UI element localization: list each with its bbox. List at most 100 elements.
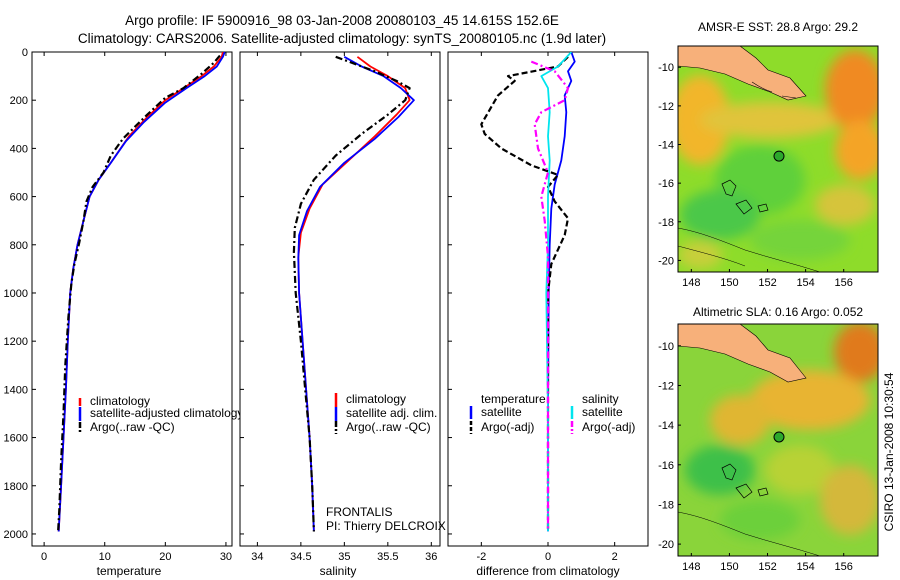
coast-reef: [678, 511, 821, 556]
x-tick-label: 0: [41, 551, 47, 563]
lon-tick-label: 148: [682, 561, 700, 573]
y-tick-label: 0: [22, 47, 28, 59]
lat-tick-label: -10: [658, 341, 674, 353]
x-tick-label: 30: [220, 551, 232, 563]
y-tick-label: 1000: [4, 288, 28, 300]
temperature-tick-labels: 0 10 20 30: [41, 52, 232, 563]
x-tick-label: 10: [99, 551, 111, 563]
lon-tick-label: 148: [682, 277, 700, 289]
lat-tick-label: -12: [658, 101, 674, 113]
figure-title: Argo profile: IF 5900916_98 03-Jan-2008 …: [125, 13, 559, 28]
y-tick-label: 2000: [4, 529, 28, 541]
sst-field-patches: [678, 50, 878, 269]
difference-xlabel: difference from climatology: [476, 564, 619, 578]
project-name: FRONTALIS: [326, 505, 392, 519]
lon-tick-label: 154: [796, 561, 814, 573]
lon-tick-label: 152: [758, 561, 776, 573]
sla-map-title: Altimetric SLA: 0.16 Argo: 0.052: [693, 305, 863, 319]
x-tick-label: -2: [476, 551, 486, 563]
lat-tick-label: -12: [658, 380, 674, 392]
lat-tick-label: -10: [658, 62, 674, 74]
difference-tick-labels: -2 0 2: [448, 51, 618, 563]
lat-tick-label: -14: [658, 140, 674, 152]
sla-map-frame: [677, 323, 879, 557]
salinity-tick-labels: 34 34.5 35 35.5 36: [240, 51, 437, 563]
temperature-series: [57, 52, 226, 532]
series-line-argo-raw-qc: [292, 55, 411, 532]
series-line-satellite-adjusted-climatology: [57, 52, 226, 532]
y-tick-label: 600: [10, 192, 28, 204]
coral-sea-reefs: [721, 463, 769, 499]
lon-tick-label: 156: [835, 277, 853, 289]
sst-map-panel: AMSR-E SST: 28.8 Argo: 29.2 -10-12-14-1: [658, 20, 879, 289]
legend-label-climatology: climatology: [90, 394, 150, 408]
difference-legend: temperature satellite Argo(-adj) salinit…: [469, 392, 635, 434]
lat-tick-label: -20: [658, 539, 674, 551]
coast-reef: [678, 227, 821, 272]
legend-label-climatology: climatology: [346, 392, 406, 406]
sla-map-panel: Altimetric SLA: 0.16 Argo: 0.052 -10-12-…: [658, 305, 879, 573]
salinity-legend: climatology satellite adj. clim. Argo(..…: [334, 392, 437, 434]
salinity-panel: 34 34.5 35 35.5 36 salinity climatology sate…: [239, 51, 446, 578]
lat-tick-label: -14: [658, 420, 674, 432]
legend-label-argo: Argo(..raw -QC): [346, 420, 431, 434]
legend-label-temperature-argo: Argo(-adj): [481, 420, 534, 434]
y-tick-label: 1800: [4, 481, 28, 493]
land-new-guinea: [678, 46, 807, 101]
difference-series: [480, 52, 576, 532]
legend-label-salinity-satellite: satellite: [582, 405, 623, 419]
coast-islands: [751, 81, 797, 99]
series-line-argo-raw-qc: [57, 54, 221, 532]
difference-panel: -2 0 2 difference from climatology tempera…: [447, 51, 649, 578]
series-line-argo-adj: [530, 60, 570, 532]
x-tick-label: 36: [425, 551, 437, 563]
figure-subtitle: Climatology: CARS2006. Satellite-adjuste…: [78, 31, 606, 46]
argo-marker-sla: [773, 431, 785, 443]
x-tick-label: 20: [159, 551, 171, 563]
salinity-series: [292, 55, 415, 532]
legend-label-argo: Argo(..raw -QC): [90, 420, 175, 434]
sst-lon-tick-labels: 148 150 152 154 156: [682, 269, 853, 289]
lat-tick-label: -18: [658, 499, 674, 511]
salinity-axes-frame: [239, 51, 441, 547]
lat-tick-label: -16: [658, 178, 674, 190]
y-tick-label: 1400: [4, 384, 28, 396]
legend-group-temperature: temperature: [481, 392, 546, 406]
y-tick-label: 200: [10, 95, 28, 107]
sla-field-patches: [685, 324, 878, 540]
coast-reef-inner: [678, 245, 746, 267]
sst-map-title: AMSR-E SST: 28.8 Argo: 29.2: [698, 20, 858, 34]
x-tick-label: 34: [251, 551, 263, 563]
lon-tick-label: 156: [835, 561, 853, 573]
lon-tick-label: 150: [720, 561, 738, 573]
legend-label-satellite: satellite adj. clim.: [346, 406, 437, 420]
lon-tick-label: 152: [758, 277, 776, 289]
lat-tick-label: -18: [658, 217, 674, 229]
series-line-argo-adj: [480, 56, 570, 532]
lon-tick-label: 150: [720, 277, 738, 289]
csiro-timestamp: CSIRO 13-Jan-2008 10:30:54: [882, 372, 896, 531]
sst-lat-tick-labels: -10 -12 -14 -16 -18 -20: [658, 62, 681, 267]
series-line-satellite: [540, 52, 572, 532]
y-tick-label: 800: [10, 240, 28, 252]
lat-tick-label: -16: [658, 460, 674, 472]
x-tick-label: 35.5: [377, 551, 398, 563]
sla-lat-tick-labels: -10 -12 -14 -16 -18 -20: [658, 341, 681, 551]
x-tick-label: 35: [338, 551, 350, 563]
lon-tick-label: 154: [796, 277, 814, 289]
salinity-xlabel: salinity: [320, 564, 357, 578]
y-tick-label: 400: [10, 143, 28, 155]
legend-label-temperature-satellite: satellite: [481, 405, 522, 419]
argo-marker-sst: [773, 150, 785, 162]
lat-tick-label: -20: [658, 255, 674, 267]
pi-name: PI: Thierry DELCROIX: [326, 519, 446, 533]
temperature-panel: 0 200 400 600 800 1000 1200 1400 1600 1800 2000 0 1…: [4, 47, 244, 578]
temperature-xlabel: temperature: [97, 564, 162, 578]
x-tick-label: 0: [545, 551, 551, 563]
y-tick-label: 1200: [4, 336, 28, 348]
legend-label-salinity-argo: Argo(-adj): [582, 420, 635, 434]
sla-lon-tick-labels: 148 150 152 154 156: [682, 553, 853, 573]
depth-tick-labels: 0 200 400 600 800 1000 1200 1400 1600 1800 2000: [4, 47, 36, 541]
land-new-guinea: [678, 324, 807, 383]
